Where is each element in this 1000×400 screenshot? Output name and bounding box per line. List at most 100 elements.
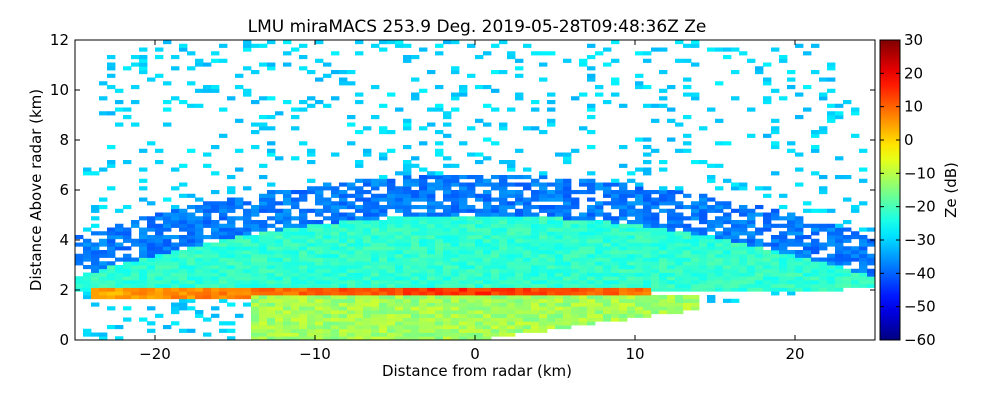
ze-pixel	[171, 250, 180, 255]
ze-pixel	[155, 283, 164, 288]
ze-pixel	[339, 201, 348, 206]
ze-pixel	[411, 261, 420, 266]
ze-pixel	[371, 328, 380, 333]
ze-pixel	[755, 70, 764, 75]
ze-pixel	[795, 276, 804, 281]
ze-pixel	[723, 216, 732, 221]
ze-pixel	[243, 92, 252, 97]
ze-pixel	[659, 160, 668, 165]
ze-pixel	[363, 235, 372, 240]
ze-pixel	[507, 250, 516, 255]
ze-pixel	[379, 178, 388, 183]
ze-pixel	[747, 287, 756, 292]
ze-pixel	[563, 58, 572, 63]
ze-pixel	[435, 238, 444, 243]
ze-pixel	[403, 295, 412, 300]
ze-pixel	[195, 261, 204, 266]
ze-pixel	[643, 231, 652, 236]
ze-pixel	[227, 186, 236, 191]
ze-pixel	[315, 287, 324, 292]
ze-pixel	[171, 283, 180, 288]
ze-pixel	[451, 163, 460, 168]
ze-pixel	[499, 216, 508, 221]
ze-pixel	[203, 280, 212, 285]
ze-pixel	[299, 310, 308, 315]
ze-pixel	[275, 332, 284, 337]
ze-pixel	[587, 287, 596, 292]
ze-pixel	[547, 107, 556, 112]
ze-pixel	[187, 216, 196, 221]
ze-pixel	[435, 287, 444, 292]
ze-pixel	[515, 242, 524, 247]
ze-pixel	[819, 208, 828, 213]
ze-pixel	[491, 332, 500, 337]
ze-pixel	[115, 280, 124, 285]
ze-pixel	[307, 148, 316, 153]
ze-pixel	[395, 186, 404, 191]
ze-pixel	[163, 280, 172, 285]
ze-pixel	[507, 190, 516, 195]
ze-pixel	[379, 130, 388, 135]
ze-pixel	[347, 257, 356, 262]
ze-pixel	[795, 257, 804, 262]
ze-pixel	[123, 317, 132, 322]
ze-pixel	[595, 182, 604, 187]
ze-pixel	[587, 231, 596, 236]
ze-pixel	[427, 328, 436, 333]
ze-pixel	[179, 100, 188, 105]
ze-pixel	[563, 283, 572, 288]
ze-pixel	[499, 231, 508, 236]
ze-pixel	[563, 291, 572, 296]
ze-pixel	[371, 238, 380, 243]
ze-pixel	[147, 321, 156, 326]
ze-pixel	[659, 265, 668, 270]
ze-pixel	[683, 280, 692, 285]
ze-pixel	[315, 186, 324, 191]
ze-pixel	[779, 250, 788, 255]
ze-pixel	[371, 276, 380, 281]
ze-pixel	[331, 246, 340, 251]
ze-pixel	[843, 197, 852, 202]
ze-pixel	[547, 298, 556, 303]
ze-pixel	[515, 287, 524, 292]
ze-pixel	[515, 58, 524, 63]
ze-pixel	[235, 261, 244, 266]
ze-pixel	[459, 227, 468, 232]
ze-pixel	[643, 250, 652, 255]
ze-pixel	[475, 216, 484, 221]
ze-pixel	[771, 253, 780, 258]
ze-pixel	[707, 276, 716, 281]
ze-pixel	[539, 216, 548, 221]
ze-pixel	[115, 227, 124, 232]
ze-pixel	[795, 227, 804, 232]
ze-pixel	[811, 280, 820, 285]
ze-pixel	[195, 287, 204, 292]
ze-pixel	[419, 193, 428, 198]
ze-pixel	[771, 242, 780, 247]
ze-pixel	[219, 231, 228, 236]
ze-pixel	[379, 313, 388, 318]
ze-pixel	[347, 306, 356, 311]
ze-pixel	[323, 208, 332, 213]
ze-pixel	[507, 332, 516, 337]
ze-pixel	[651, 250, 660, 255]
ze-pixel	[299, 242, 308, 247]
ze-pixel	[619, 306, 628, 311]
ze-pixel	[699, 250, 708, 255]
ze-pixel	[651, 118, 660, 123]
ze-pixel	[675, 220, 684, 225]
ze-pixel	[731, 287, 740, 292]
ze-pixel	[411, 223, 420, 228]
ze-pixel	[635, 242, 644, 247]
ze-pixel	[763, 250, 772, 255]
ze-pixel	[379, 197, 388, 202]
ze-pixel	[299, 238, 308, 243]
ze-pixel	[507, 283, 516, 288]
ze-pixel	[379, 235, 388, 240]
ze-pixel	[299, 276, 308, 281]
ze-pixel	[699, 208, 708, 213]
ze-pixel	[419, 313, 428, 318]
ze-pixel	[587, 257, 596, 262]
ze-pixel	[731, 261, 740, 266]
ze-pixel	[315, 272, 324, 277]
